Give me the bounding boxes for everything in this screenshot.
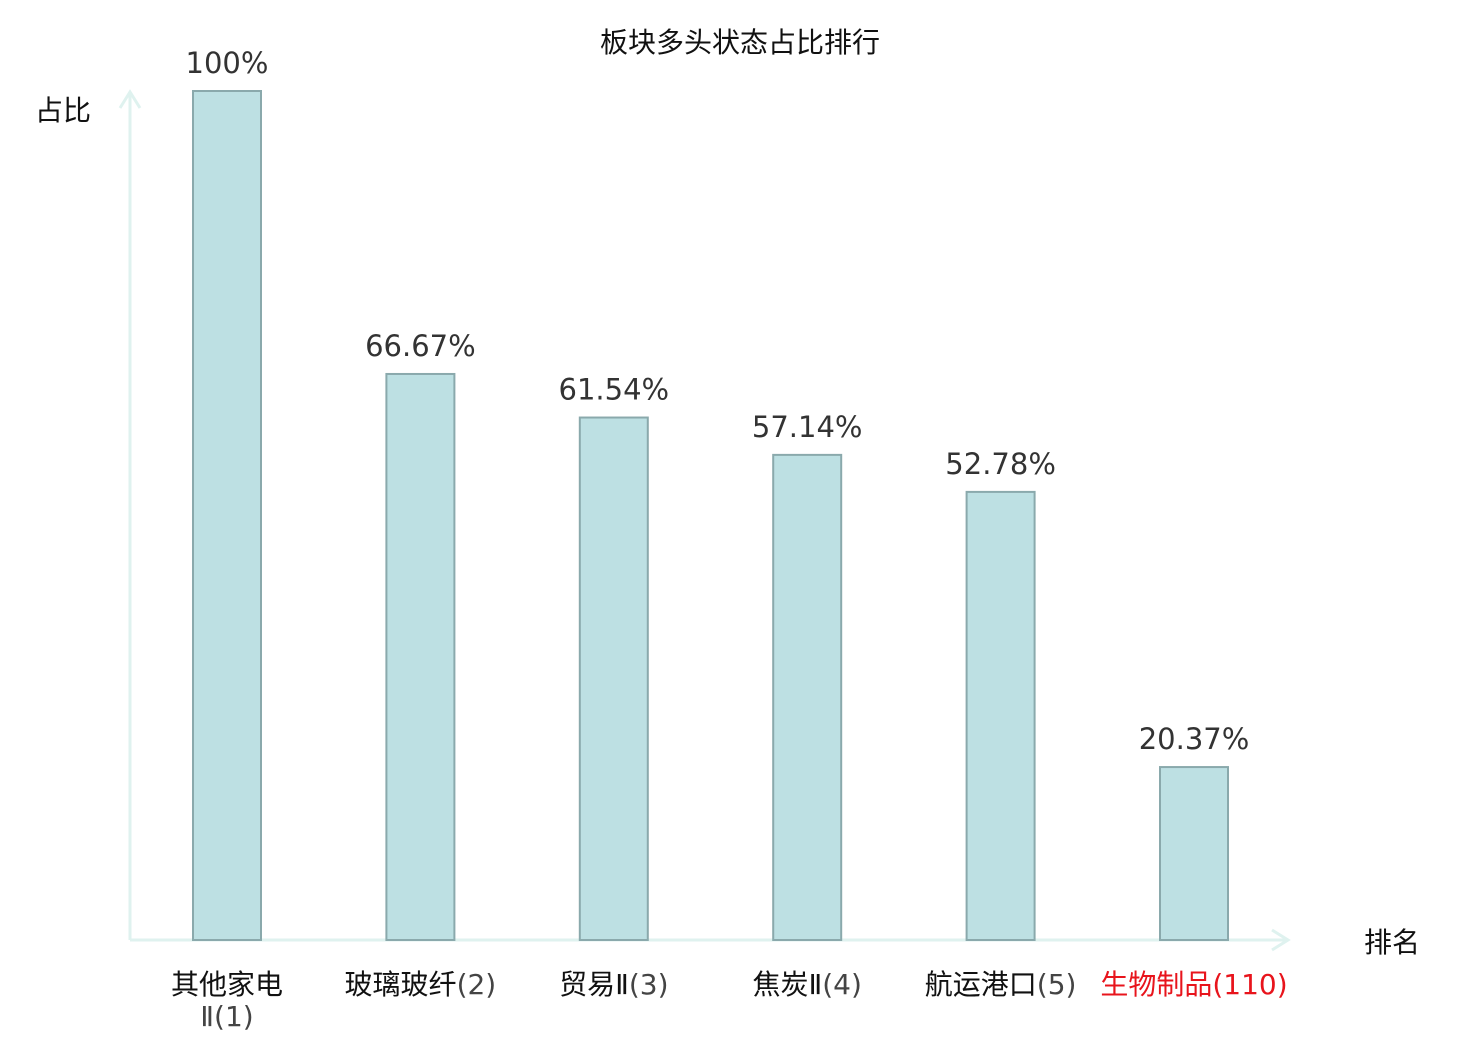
category-label-6: 生物制品(110)	[1100, 968, 1287, 1001]
bars-group	[192, 90, 1229, 942]
bar-4	[772, 453, 843, 941]
value-label-2: 66.67%	[365, 329, 476, 363]
chart-title: 板块多头状态占比排行	[600, 26, 880, 59]
x-axis	[130, 928, 1291, 952]
category-label-1: 其他家电 Ⅱ(1)	[171, 968, 283, 1033]
y-axis-label: 占比	[35, 94, 91, 127]
bar-6	[1159, 766, 1229, 942]
category-label-2: 玻璃玻纤(2)	[345, 968, 497, 1001]
y-axis	[118, 89, 142, 940]
bar-2	[385, 372, 456, 942]
bar-5	[965, 490, 1036, 941]
category-label-4: 焦炭Ⅱ(4)	[752, 968, 861, 1001]
value-label-3: 61.54%	[559, 373, 670, 407]
category-label-5: 航运港口(5)	[925, 968, 1077, 1001]
value-labels-group: 100% 66.67% 61.54% 57.14% 52.78% 20.37%	[186, 46, 1250, 756]
value-label-4: 57.14%	[752, 410, 863, 444]
bar-3	[578, 416, 649, 941]
value-label-5: 52.78%	[945, 447, 1056, 481]
x-axis-label: 排名	[1364, 926, 1420, 959]
value-label-1: 100%	[186, 46, 269, 80]
value-label-6: 20.37%	[1139, 722, 1250, 756]
bar-1	[192, 90, 262, 941]
category-labels-group: 其他家电 Ⅱ(1) 玻璃玻纤(2) 贸易Ⅱ(3) 焦炭Ⅱ(4) 航运港口(5) 生物制品(1…	[171, 968, 1288, 1033]
category-label-3: 贸易Ⅱ(3)	[559, 968, 668, 1001]
